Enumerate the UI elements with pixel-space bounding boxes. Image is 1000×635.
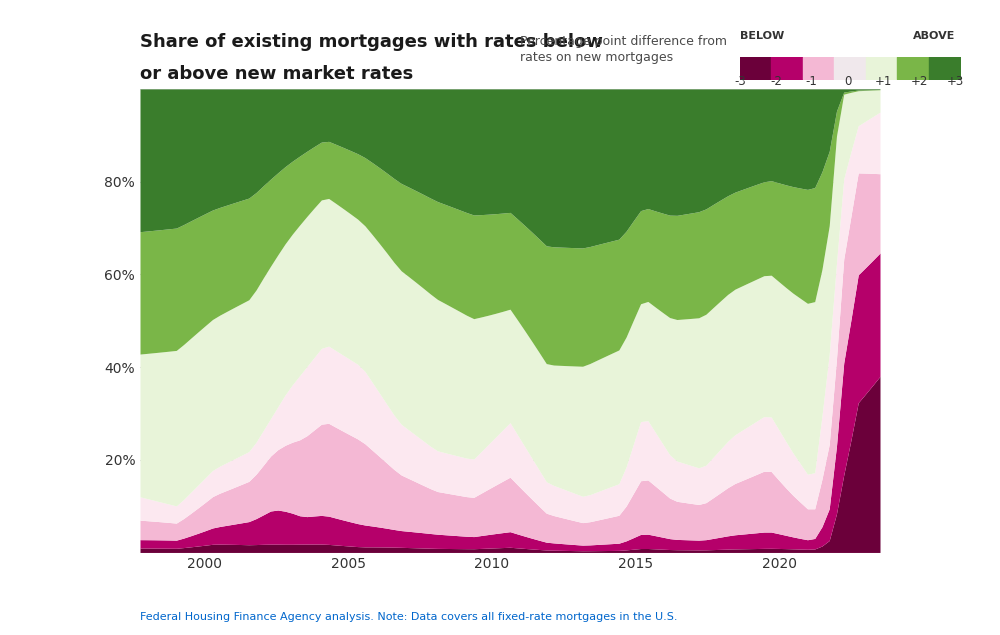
Text: or above new market rates: or above new market rates (140, 65, 413, 83)
Text: 0: 0 (844, 75, 851, 88)
Text: Share of existing mortgages with rates below: Share of existing mortgages with rates b… (140, 33, 603, 51)
Text: Federal Housing Finance Agency analysis. Note: Data covers all fixed-rate mortga: Federal Housing Finance Agency analysis.… (140, 612, 678, 622)
Text: -1: -1 (806, 75, 818, 88)
Text: -3: -3 (734, 75, 746, 88)
Text: ABOVE: ABOVE (913, 31, 955, 41)
Text: +1: +1 (875, 75, 892, 88)
Text: -2: -2 (770, 75, 782, 88)
Text: +2: +2 (910, 75, 928, 88)
Text: +3: +3 (946, 75, 964, 88)
Text: BELOW: BELOW (740, 31, 784, 41)
Text: Percentage point difference from
rates on new mortgages: Percentage point difference from rates o… (520, 36, 727, 64)
